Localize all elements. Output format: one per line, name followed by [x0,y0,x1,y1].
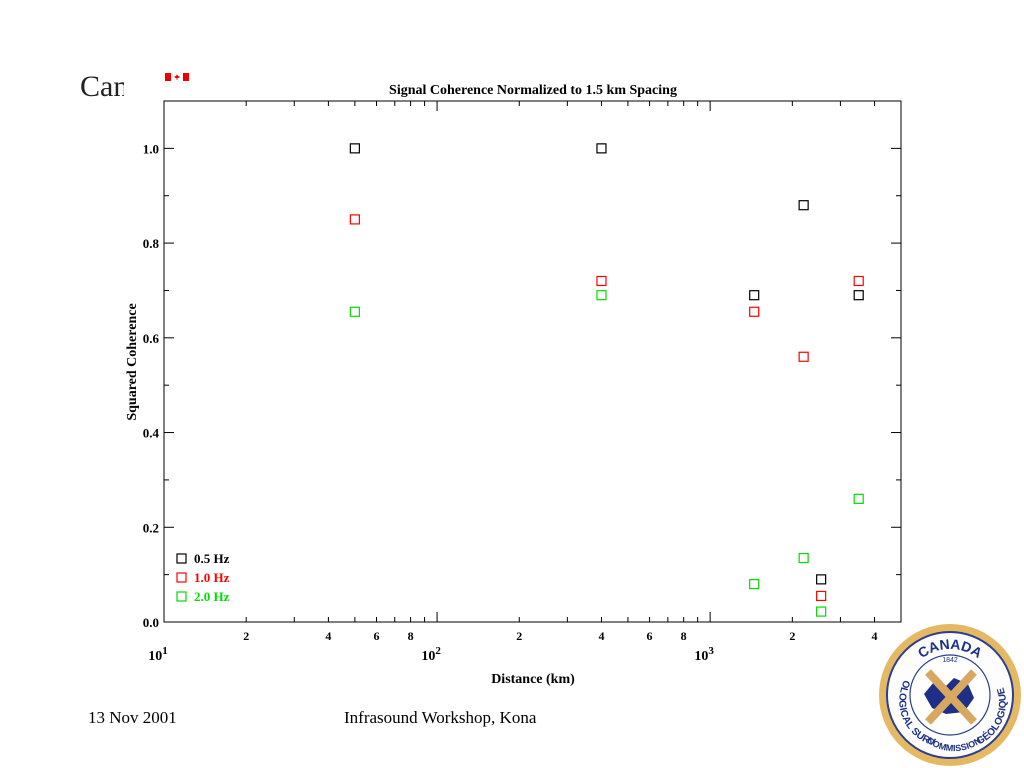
data-point-1-0-hz [349,214,360,225]
slide-title: Canada [80,70,124,103]
x-axis-label: Distance (km) [491,672,575,687]
x-minor-tick-label: 6 [373,629,379,643]
footer-event: Infrasound Workshop, Kona [344,708,537,727]
x-major-tick-base: 10 [694,649,708,664]
legend-label: 1.0 Hz [194,570,230,585]
data-point-2-0-hz [349,306,360,317]
legend-label: 0.5 Hz [194,551,230,566]
data-point-0-5-hz [816,574,827,585]
data-point-0-5-hz [749,290,760,301]
x-minor-tick-label: 2 [243,629,249,643]
plot-frame [163,100,902,623]
y-tick-label: 0.2 [143,520,159,535]
data-point-1-0-hz [596,275,607,287]
x-major-tick-label: 102 [421,645,441,664]
legend-label: 2.0 Hz [194,589,230,604]
data-point-1-0-hz [798,351,809,362]
x-minor-tick-label: 4 [325,629,331,643]
x-major-tick-base: 10 [421,649,435,664]
chart-title: Signal Coherence Normalized to 1.5 km Sp… [389,83,677,98]
data-point-1-0-hz [853,275,864,287]
y-tick-label: 0.4 [143,426,160,441]
x-minor-tick-label: 4 [872,629,878,643]
footer-date: 13 Nov 2001 [88,708,177,727]
y-axis-label: Squared Coherence [125,303,140,420]
data-point-1-0-hz [749,306,760,317]
y-tick-label: 0.8 [143,236,160,251]
x-major-tick-exponent: 1 [162,645,168,657]
x-minor-tick-label: 8 [681,629,687,643]
data-point-0-5-hz [349,143,360,154]
x-minor-tick-label: 4 [598,629,604,643]
x-major-tick-exponent: 2 [435,645,441,657]
data-point-2-0-hz [596,290,607,301]
y-tick-label: 0.6 [143,331,160,346]
x-major-tick-label: 103 [694,645,714,664]
data-point-0-5-hz [596,143,607,154]
data-point-2-0-hz [853,493,864,504]
coherence-chart: Signal Coherence Normalized to 1.5 km Sp… [125,83,902,687]
data-point-1-0-hz [816,590,827,602]
legend-marker [176,591,187,602]
y-tick-label: 0.0 [143,615,159,630]
data-point-0-5-hz [853,290,864,301]
x-minor-tick-label: 8 [408,629,414,643]
data-point-0-5-hz [798,200,809,211]
logo-year: 1842 [942,657,958,664]
y-tick-label: 1.0 [143,141,159,156]
x-minor-tick-label: 6 [647,629,653,643]
canada-flag-icon [165,73,189,81]
legend-marker [176,553,187,564]
legend: 0.5 Hz 1.0 Hz 2.0 Hz [176,551,230,604]
y-axis: 0.0 0.2 0.4 0.6 0.8 1.0 [143,100,901,630]
geological-survey-seal-icon: CANADA 1842 GEOLOGICAL SURVEY COMMISSION… [876,622,1021,766]
data-point-2-0-hz [798,552,809,564]
scatter-points [349,143,864,617]
x-minor-tick-label: 2 [789,629,795,643]
data-point-2-0-hz [816,606,827,617]
x-major-tick-label: 101 [148,645,168,664]
data-point-2-0-hz [749,579,760,590]
x-major-tick-base: 10 [148,649,162,664]
legend-marker [176,572,187,583]
x-major-tick-exponent: 3 [708,645,714,657]
x-minor-tick-label: 2 [516,629,522,643]
